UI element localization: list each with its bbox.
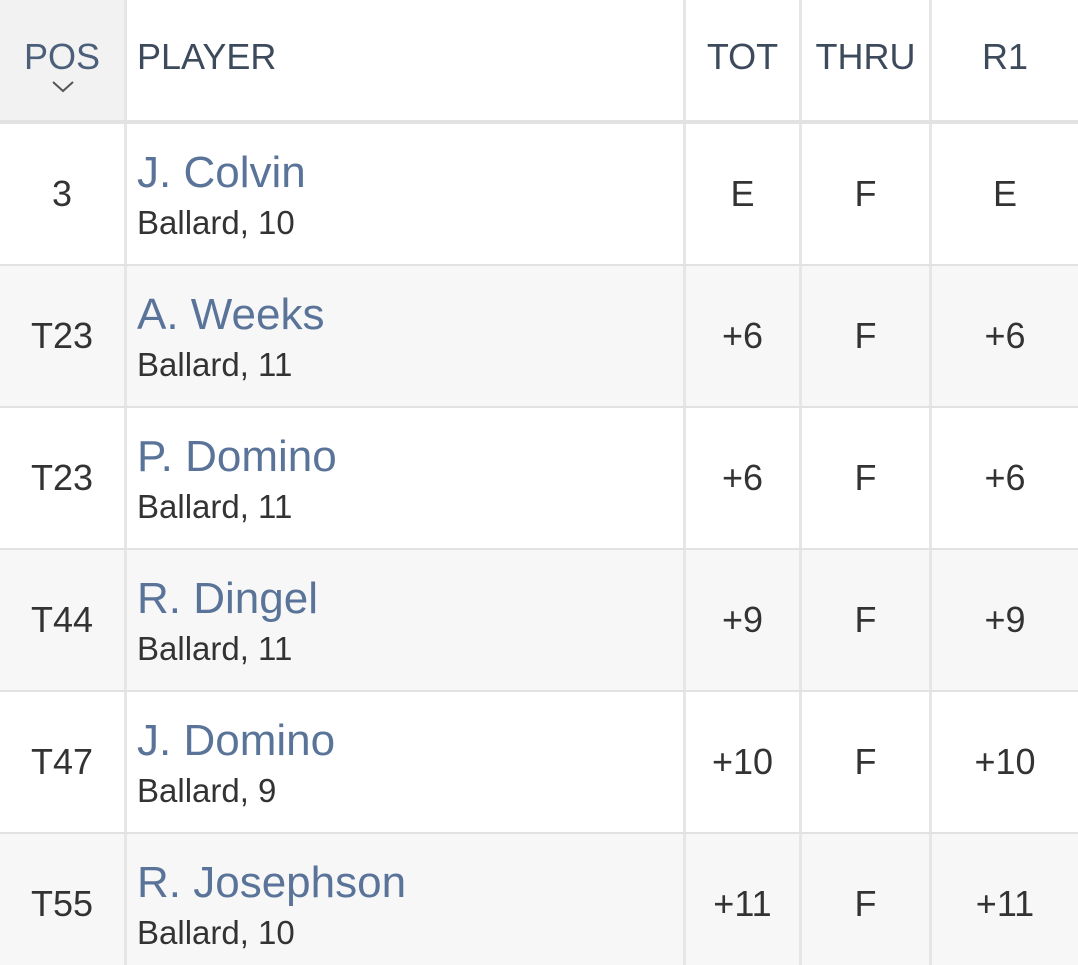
player-info: J. Colvin Ballard, 10 [137, 145, 306, 243]
player-name[interactable]: A. Weeks [137, 290, 325, 339]
column-header[interactable]: POS [0, 0, 127, 120]
player-school: Ballard, 11 [137, 630, 293, 667]
total: +11 [686, 834, 802, 965]
position: T47 [0, 692, 127, 832]
position: T23 [0, 266, 127, 406]
column-header[interactable]: R1 [932, 0, 1078, 120]
player-name[interactable]: P. Domino [137, 432, 337, 481]
position: 3 [0, 124, 127, 264]
column-header[interactable]: PLAYER [127, 0, 686, 120]
round-1: +6 [984, 315, 1026, 356]
chevron [52, 81, 74, 93]
round-1: E [992, 173, 1017, 214]
player-info: A. Weeks Ballard, 11 [137, 287, 324, 385]
column-header[interactable]: TOT [686, 0, 802, 120]
player-school: Ballard, 11 [137, 346, 293, 383]
header-row: POS PLAYER TOT THRU R1 [0, 0, 1078, 124]
column-header-text: PLAYER [137, 36, 277, 77]
player-info: J. Domino Ballard, 9 [137, 713, 335, 811]
player-name[interactable]: J. Colvin [137, 148, 306, 197]
position: T55 [0, 834, 127, 965]
column-header-text: TOT [706, 36, 779, 77]
player-row[interactable]: T47 J. Domino Ballard, 9 +10 F +10 [0, 692, 1078, 834]
thru: F [802, 692, 932, 832]
position: T23 [0, 408, 127, 548]
player-name[interactable]: J. Domino [137, 716, 336, 765]
player-row[interactable]: 3 J. Colvin Ballard, 10 E F E [0, 124, 1078, 266]
total: +6 [686, 408, 802, 548]
player-name[interactable]: R. Dingel [137, 574, 318, 623]
position: T44 [0, 550, 127, 690]
player-row[interactable]: T44 R. Dingel Ballard, 11 +9 F +9 [0, 550, 1078, 692]
player-row[interactable]: T23 P. Domino Ballard, 11 +6 F +6 [0, 408, 1078, 550]
total: +6 [686, 266, 802, 406]
round-1: +10 [974, 741, 1036, 782]
player-row[interactable]: T55 R. Josephson Ballard, 10 +11 F +11 [0, 834, 1078, 965]
player-cell: P. Domino Ballard, 11 [127, 408, 686, 548]
player-info: R. Josephson Ballard, 10 [137, 855, 406, 953]
total: +9 [686, 550, 802, 690]
total: E [686, 124, 802, 264]
player-school: Ballard, 11 [137, 488, 293, 525]
round-1: +11 [975, 883, 1035, 924]
thru: F [802, 124, 932, 264]
player-cell: R. Josephson Ballard, 10 [127, 834, 686, 965]
column-header-text: THRU [815, 36, 916, 77]
round-1: +6 [984, 457, 1026, 498]
player-info: R. Dingel Ballard, 11 [137, 571, 318, 669]
thru: F [802, 408, 932, 548]
column-header-text: POS [23, 36, 101, 77]
round-1: +9 [984, 599, 1026, 640]
sort-indicator [52, 81, 74, 93]
total: +10 [686, 692, 802, 832]
player-row[interactable]: T23 A. Weeks Ballard, 11 +6 F +6 [0, 266, 1078, 408]
player-name[interactable]: R. Josephson [137, 858, 407, 907]
thru: F [802, 834, 932, 965]
player-cell: J. Colvin Ballard, 10 [127, 124, 686, 264]
player-cell: R. Dingel Ballard, 11 [127, 550, 686, 690]
player-cell: J. Domino Ballard, 9 [127, 692, 686, 832]
player-school: Ballard, 10 [137, 204, 295, 241]
thru: F [802, 550, 932, 690]
column-header-text: R1 [981, 36, 1029, 77]
player-school: Ballard, 10 [137, 914, 295, 951]
player-info: P. Domino Ballard, 11 [137, 429, 337, 527]
player-cell: A. Weeks Ballard, 11 [127, 266, 686, 406]
thru: F [802, 266, 932, 406]
player-school: Ballard, 9 [137, 772, 277, 809]
column-header[interactable]: THRU [802, 0, 932, 120]
